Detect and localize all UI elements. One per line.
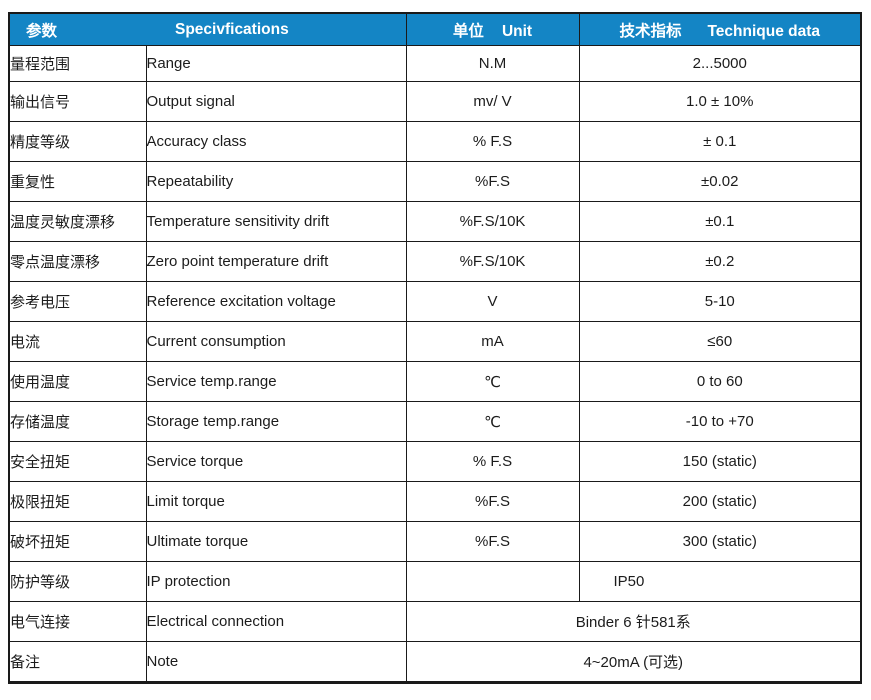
- table-header: 参数 Specivfications 单位 Unit 技术指标 Technique …: [8, 12, 862, 46]
- spec-cell: Electrical connection: [145, 601, 407, 642]
- table-row-service-temp-range: 使用温度 Service temp.range ℃ 0 to 60: [8, 361, 862, 402]
- table-row-service-torque: 安全扭矩 Service torque % F.S 150 (static): [8, 441, 862, 482]
- param-cell: 温度灵敏度漂移: [8, 201, 147, 242]
- spec-cell: IP protection: [145, 561, 407, 602]
- value-cell: -10 to +70: [578, 401, 862, 442]
- header-cell-technique-data: 技术指标 Technique data: [578, 12, 862, 46]
- unit-cell: ℃: [405, 401, 580, 442]
- table-row-temp-sensitivity-drift: 温度灵敏度漂移 Temperature sensitivity drift %F…: [8, 201, 862, 242]
- param-cell: 破坏扭矩: [8, 521, 147, 562]
- param-cell: 存储温度: [8, 401, 147, 442]
- spec-cell: Storage temp.range: [145, 401, 407, 442]
- unit-cell: %F.S/10K: [405, 241, 580, 282]
- unit-cell: N.M: [405, 45, 580, 82]
- spec-cell: Reference excitation voltage: [145, 281, 407, 322]
- table-row-output-signal: 输出信号 Output signal mv/ V 1.0 ± 10%: [8, 81, 862, 122]
- value-cell: 200 (static): [578, 481, 862, 522]
- table-row-range: 量程范围 Range N.M 2...5000: [8, 45, 862, 82]
- spec-cell: Ultimate torque: [145, 521, 407, 562]
- table-row-electrical-connection: 电气连接 Electrical connection Binder 6 针581…: [8, 601, 862, 642]
- param-cell: 电气连接: [8, 601, 147, 642]
- table-row-limit-torque: 极限扭矩 Limit torque %F.S 200 (static): [8, 481, 862, 522]
- header-tech-en-label: Technique data: [707, 22, 821, 40]
- spec-cell: Output signal: [145, 81, 407, 122]
- header-unit-en-label: Unit: [501, 22, 533, 40]
- param-cell: 极限扭矩: [8, 481, 147, 522]
- spec-cell: Service temp.range: [145, 361, 407, 402]
- param-cell: 安全扭矩: [8, 441, 147, 482]
- table-row-note: 备注 Note 4~20mA (可选): [8, 641, 862, 683]
- value-cell: 300 (static): [578, 521, 862, 562]
- value-cell: ±0.1: [578, 201, 862, 242]
- value-cell: 0 to 60: [578, 361, 862, 402]
- spec-cell: Current consumption: [145, 321, 407, 362]
- header-param-label: 参数: [26, 22, 58, 40]
- spec-table: 参数 Specivfications 单位 Unit 技术指标 Technique …: [8, 12, 862, 684]
- param-cell: 备注: [8, 641, 147, 683]
- value-cell: ≤60: [578, 321, 862, 362]
- spec-cell: Accuracy class: [145, 121, 407, 162]
- value-cell: ± 0.1: [578, 121, 862, 162]
- spec-cell: Zero point temperature drift: [145, 241, 407, 282]
- merged-value-cell: 4~20mA (可选): [405, 641, 862, 683]
- param-cell: 输出信号: [8, 81, 147, 122]
- spec-cell: Temperature sensitivity drift: [145, 201, 407, 242]
- unit-cell: % F.S: [405, 121, 580, 162]
- unit-cell: %F.S: [405, 161, 580, 202]
- unit-cell: V: [405, 281, 580, 322]
- table-row-zero-point-temp-drift: 零点温度漂移 Zero point temperature drift %F.S…: [8, 241, 862, 282]
- unit-cell: % F.S: [405, 441, 580, 482]
- value-cell: 5-10: [578, 281, 862, 322]
- unit-cell: ℃: [405, 361, 580, 402]
- param-cell: 精度等级: [8, 121, 147, 162]
- value-cell: ±0.2: [578, 241, 862, 282]
- spec-cell: Service torque: [145, 441, 407, 482]
- unit-cell: mA: [405, 321, 580, 362]
- specifications-table: 参数 Specivfications 单位 Unit 技术指标 Technique …: [8, 12, 862, 684]
- spec-cell: Range: [145, 45, 407, 82]
- table-row-ip-protection: 防护等级 IP protection IP50: [8, 561, 862, 602]
- unit-cell: %F.S: [405, 481, 580, 522]
- value-cell: 2...5000: [578, 45, 862, 82]
- param-cell: 使用温度: [8, 361, 147, 402]
- spec-cell: Repeatability: [145, 161, 407, 202]
- header-tech-zh-label: 技术指标: [619, 22, 682, 40]
- table-row-current-consumption: 电流 Current consumption mA ≤60: [8, 321, 862, 362]
- value-cell: 1.0 ± 10%: [578, 81, 862, 122]
- unit-cell: %F.S/10K: [405, 201, 580, 242]
- spec-cell: Note: [145, 641, 407, 683]
- table-row-storage-temp-range: 存储温度 Storage temp.range ℃ -10 to +70: [8, 401, 862, 442]
- table-row-accuracy-class: 精度等级 Accuracy class % F.S ± 0.1: [8, 121, 862, 162]
- param-cell: 重复性: [8, 161, 147, 202]
- table-row-repeatability: 重复性 Repeatability %F.S ±0.02: [8, 161, 862, 202]
- value-cell: IP50: [578, 561, 862, 602]
- value-cell: 150 (static): [578, 441, 862, 482]
- value-cell: ±0.02: [578, 161, 862, 202]
- merged-value-cell: Binder 6 针581系: [405, 601, 862, 642]
- unit-cell-empty: [405, 561, 580, 602]
- param-cell: 电流: [8, 321, 147, 362]
- param-cell: 量程范围: [8, 45, 147, 82]
- unit-cell: %F.S: [405, 521, 580, 562]
- header-unit-zh-label: 单位: [452, 22, 484, 40]
- header-row: 参数 Specivfications 单位 Unit 技术指标 Technique …: [8, 12, 862, 46]
- unit-cell: mv/ V: [405, 81, 580, 122]
- table-row-reference-excitation-voltage: 参考电压 Reference excitation voltage V 5-10: [8, 281, 862, 322]
- header-cell-parameter-spec: 参数 Specivfications: [8, 12, 407, 46]
- param-cell: 参考电压: [8, 281, 147, 322]
- param-cell: 防护等级: [8, 561, 147, 602]
- table-row-ultimate-torque: 破坏扭矩 Ultimate torque %F.S 300 (static): [8, 521, 862, 562]
- header-spec-label: Specivfications: [175, 20, 289, 38]
- table-body: 量程范围 Range N.M 2...5000 输出信号 Output sign…: [8, 45, 862, 683]
- param-cell: 零点温度漂移: [8, 241, 147, 282]
- header-cell-unit: 单位 Unit: [405, 12, 580, 46]
- spec-cell: Limit torque: [145, 481, 407, 522]
